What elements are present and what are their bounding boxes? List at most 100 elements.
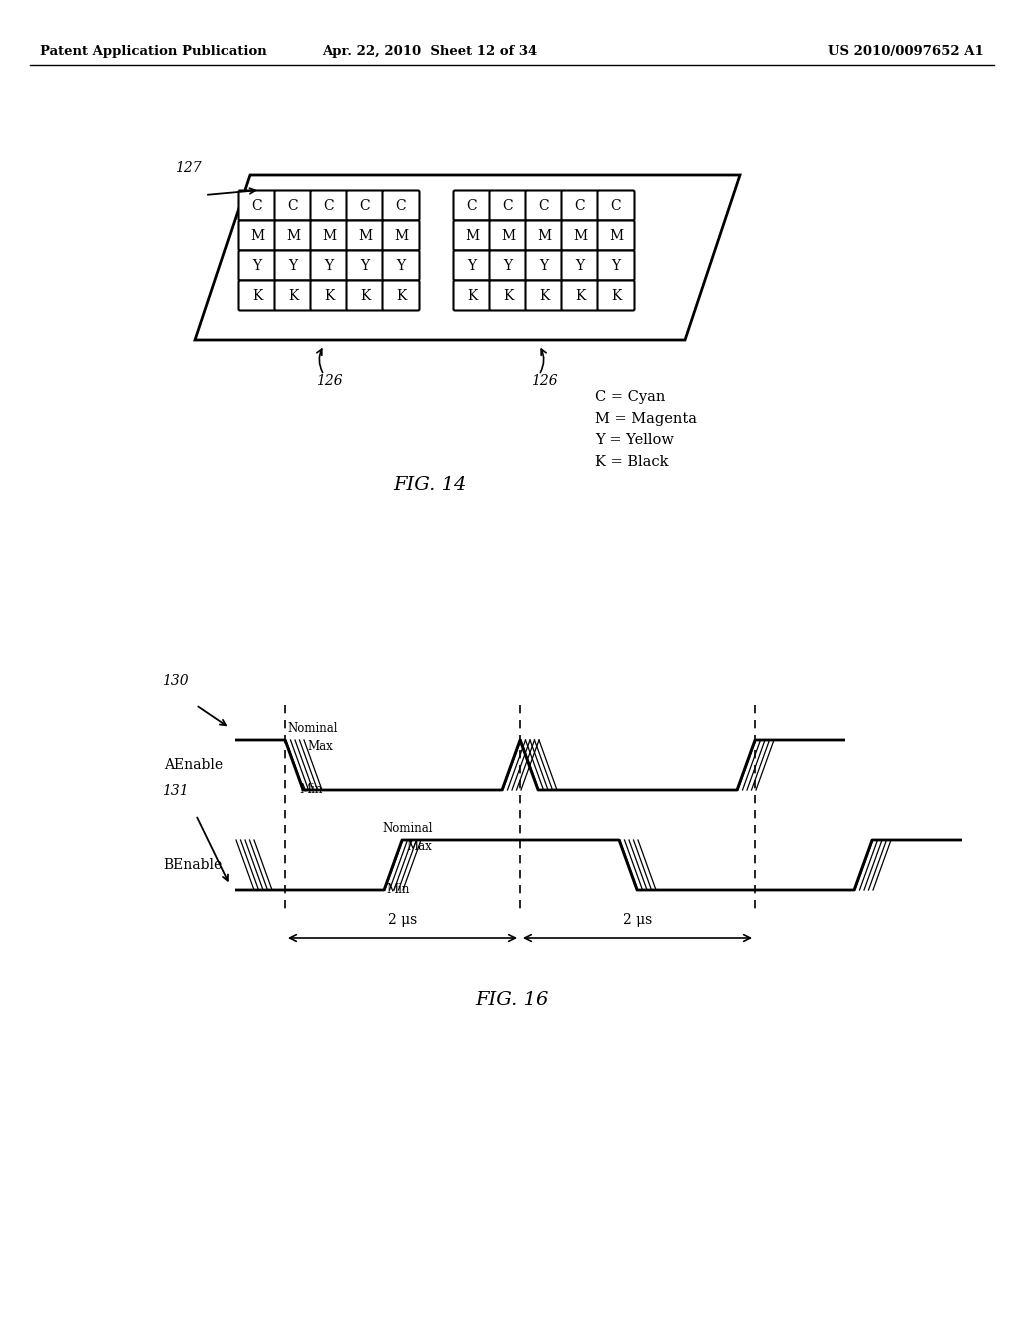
Text: M: M (609, 228, 623, 243)
Text: K: K (324, 289, 334, 302)
Text: Y: Y (504, 259, 513, 272)
FancyBboxPatch shape (383, 251, 420, 281)
Text: C: C (359, 198, 371, 213)
FancyBboxPatch shape (346, 220, 384, 251)
Text: Apr. 22, 2010  Sheet 12 of 34: Apr. 22, 2010 Sheet 12 of 34 (323, 45, 538, 58)
Text: K: K (467, 289, 477, 302)
Text: 126: 126 (315, 374, 342, 388)
Text: Y: Y (540, 259, 549, 272)
Text: K: K (610, 289, 622, 302)
FancyBboxPatch shape (239, 190, 275, 220)
FancyBboxPatch shape (489, 220, 526, 251)
Text: Nominal: Nominal (382, 822, 432, 836)
FancyBboxPatch shape (561, 281, 598, 310)
Text: Y: Y (467, 259, 476, 272)
FancyBboxPatch shape (597, 220, 635, 251)
Text: C: C (467, 198, 477, 213)
FancyBboxPatch shape (597, 281, 635, 310)
FancyBboxPatch shape (454, 220, 490, 251)
FancyBboxPatch shape (274, 251, 311, 281)
Text: 127: 127 (175, 161, 202, 176)
Text: C: C (288, 198, 298, 213)
Text: Nominal: Nominal (287, 722, 338, 735)
Text: M: M (394, 228, 408, 243)
Text: C: C (503, 198, 513, 213)
FancyBboxPatch shape (454, 281, 490, 310)
Text: 2 μs: 2 μs (388, 913, 417, 927)
Text: K: K (539, 289, 549, 302)
FancyBboxPatch shape (310, 220, 347, 251)
FancyBboxPatch shape (561, 251, 598, 281)
Text: M: M (286, 228, 300, 243)
FancyBboxPatch shape (489, 251, 526, 281)
Text: 131: 131 (162, 784, 188, 799)
Text: M: M (465, 228, 479, 243)
Text: M: M (250, 228, 264, 243)
FancyBboxPatch shape (525, 190, 562, 220)
Text: Y: Y (289, 259, 298, 272)
Text: K: K (396, 289, 407, 302)
FancyBboxPatch shape (597, 251, 635, 281)
FancyBboxPatch shape (597, 190, 635, 220)
FancyBboxPatch shape (525, 281, 562, 310)
Text: 2 μs: 2 μs (623, 913, 652, 927)
FancyBboxPatch shape (239, 220, 275, 251)
Text: BEnable: BEnable (164, 858, 223, 873)
FancyBboxPatch shape (310, 281, 347, 310)
Polygon shape (195, 176, 740, 341)
Text: Y: Y (575, 259, 585, 272)
Text: Y: Y (396, 259, 406, 272)
FancyBboxPatch shape (489, 281, 526, 310)
FancyBboxPatch shape (561, 220, 598, 251)
FancyBboxPatch shape (561, 190, 598, 220)
Text: FIG. 16: FIG. 16 (475, 991, 549, 1008)
Text: Y: Y (611, 259, 621, 272)
Text: C: C (610, 198, 622, 213)
Text: K: K (252, 289, 262, 302)
Text: C: C (395, 198, 407, 213)
Text: Min: Min (386, 883, 410, 896)
Text: M: M (358, 228, 372, 243)
Text: Y: Y (253, 259, 261, 272)
Text: K: K (503, 289, 513, 302)
FancyBboxPatch shape (383, 190, 420, 220)
FancyBboxPatch shape (525, 251, 562, 281)
Text: M: M (501, 228, 515, 243)
Text: AEnable: AEnable (164, 758, 223, 772)
FancyBboxPatch shape (274, 220, 311, 251)
Text: K: K (359, 289, 371, 302)
FancyBboxPatch shape (274, 190, 311, 220)
Text: Patent Application Publication: Patent Application Publication (40, 45, 266, 58)
FancyBboxPatch shape (454, 190, 490, 220)
Text: C: C (539, 198, 549, 213)
Text: Min: Min (299, 783, 323, 796)
Text: C: C (574, 198, 586, 213)
Text: 130: 130 (162, 675, 188, 688)
FancyBboxPatch shape (489, 190, 526, 220)
Text: 126: 126 (530, 374, 557, 388)
Text: C = Cyan
M = Magenta
Y = Yellow
K = Black: C = Cyan M = Magenta Y = Yellow K = Blac… (595, 389, 697, 469)
FancyBboxPatch shape (383, 281, 420, 310)
Text: US 2010/0097652 A1: US 2010/0097652 A1 (828, 45, 984, 58)
FancyBboxPatch shape (454, 251, 490, 281)
Text: C: C (252, 198, 262, 213)
FancyBboxPatch shape (346, 190, 384, 220)
FancyBboxPatch shape (310, 251, 347, 281)
FancyBboxPatch shape (383, 220, 420, 251)
Text: K: K (574, 289, 585, 302)
Text: Max: Max (406, 840, 432, 853)
Text: Y: Y (360, 259, 370, 272)
FancyBboxPatch shape (525, 220, 562, 251)
Text: M: M (322, 228, 336, 243)
Text: Max: Max (307, 741, 333, 752)
Text: M: M (573, 228, 587, 243)
Text: M: M (537, 228, 551, 243)
Text: Y: Y (325, 259, 334, 272)
Text: FIG. 14: FIG. 14 (393, 477, 467, 494)
FancyBboxPatch shape (346, 281, 384, 310)
FancyBboxPatch shape (239, 251, 275, 281)
FancyBboxPatch shape (346, 251, 384, 281)
FancyBboxPatch shape (310, 190, 347, 220)
FancyBboxPatch shape (274, 281, 311, 310)
Text: C: C (324, 198, 334, 213)
